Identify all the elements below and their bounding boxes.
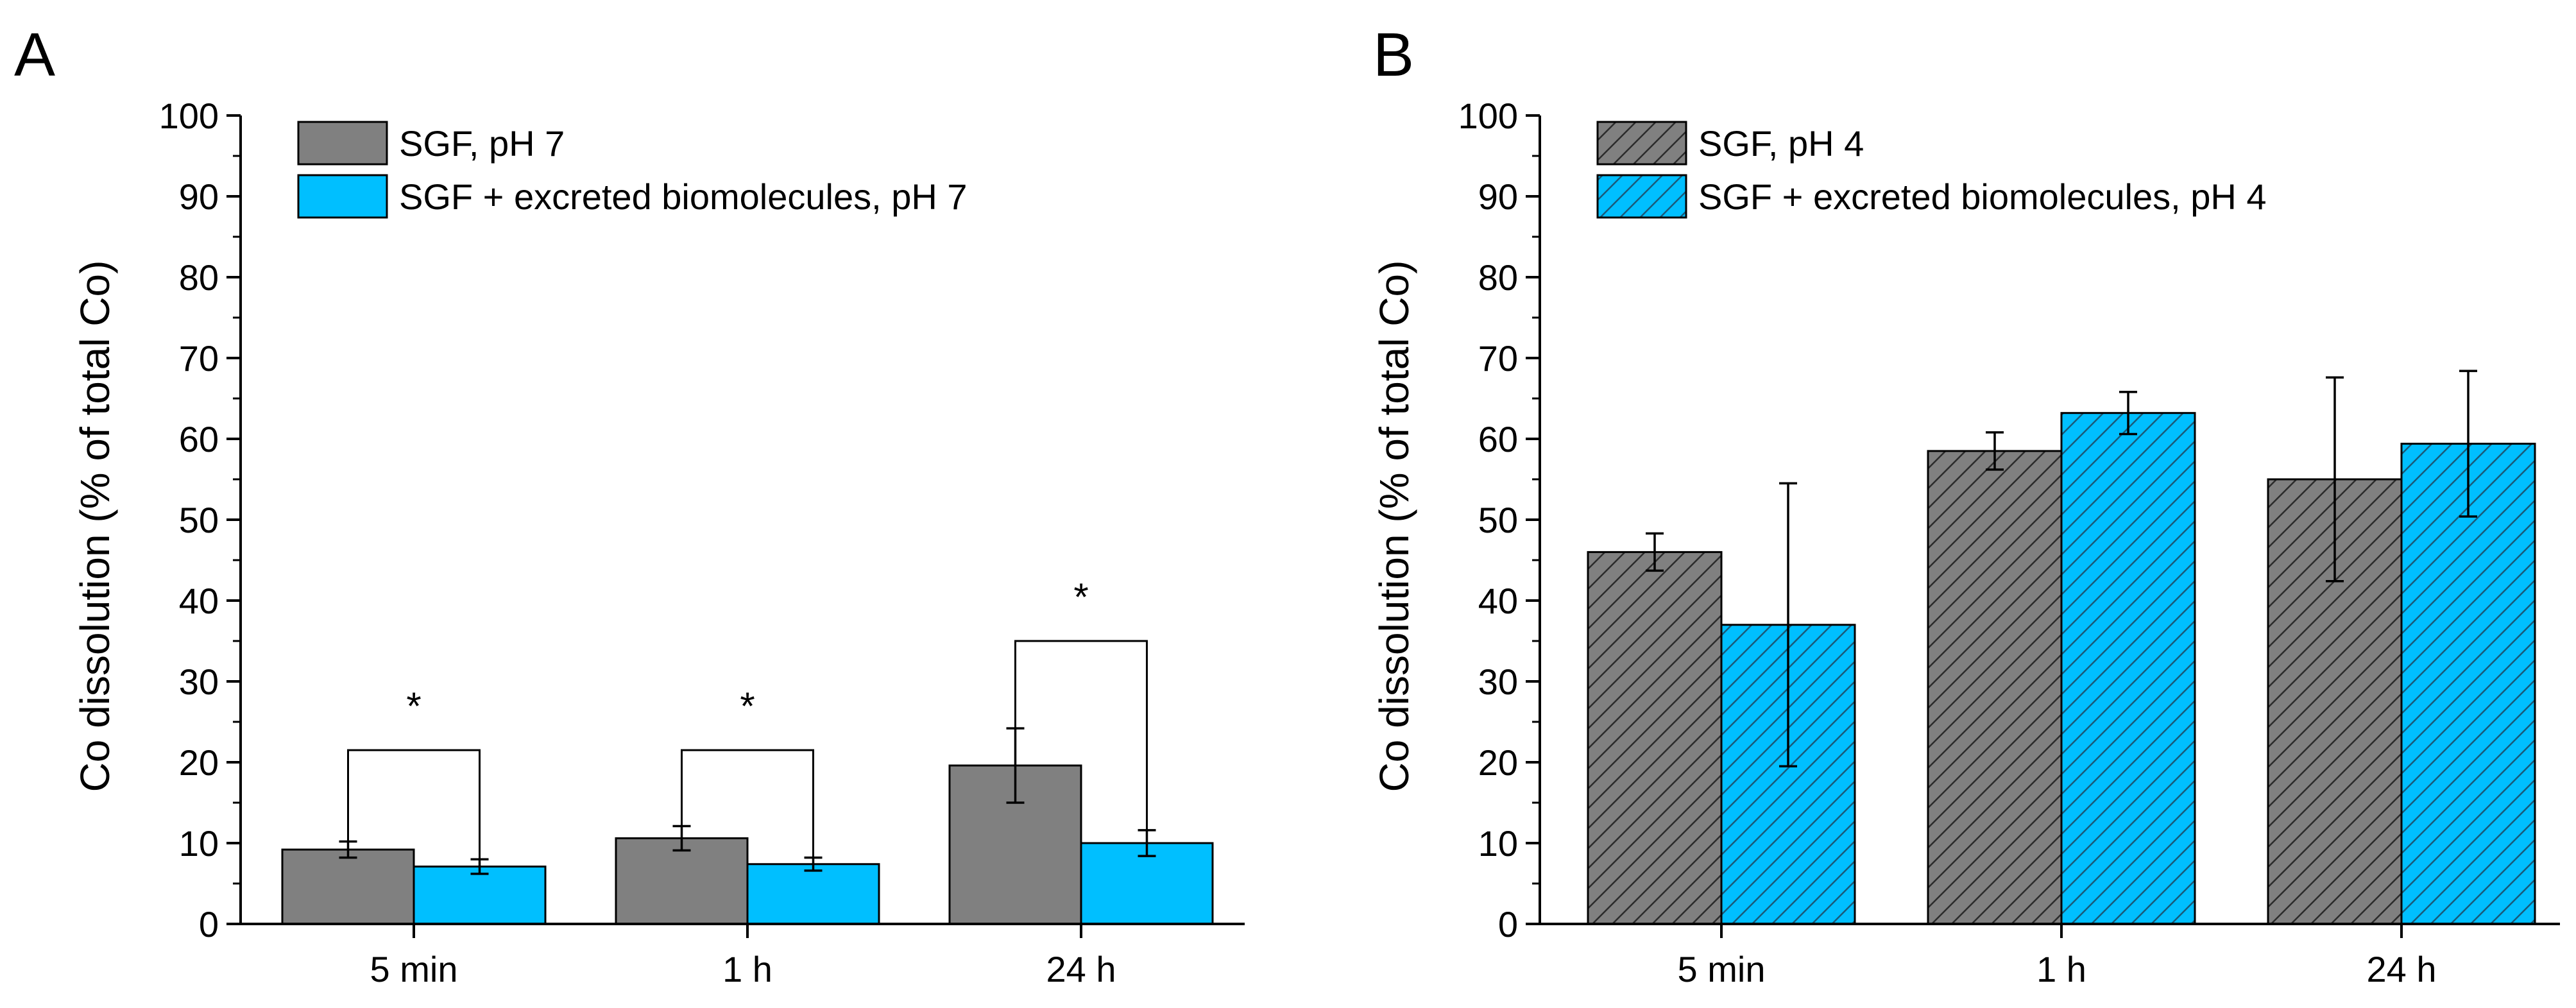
legend-entry-a-1: SGF + excreted biomolecules, pH 7 bbox=[297, 174, 968, 219]
error-bar-b-2-0 bbox=[2326, 376, 2344, 583]
y-tick-label: 90 bbox=[1478, 176, 1518, 217]
legend-a: SGF, pH 7 SGF + excreted biomolecules, p… bbox=[297, 121, 968, 219]
y-tick-label: 60 bbox=[1478, 419, 1518, 459]
bar-a-0-0 bbox=[281, 848, 415, 925]
significance-bracket-line bbox=[1014, 640, 1148, 830]
legend-label-a-0: SGF, pH 7 bbox=[399, 123, 565, 164]
y-axis-title-a: Co dissolution (% of total Co) bbox=[72, 261, 118, 792]
legend-entry-b-0: SGF, pH 4 bbox=[1596, 121, 1864, 166]
y-tick-label: 80 bbox=[1478, 257, 1518, 298]
y-tick-label: 10 bbox=[1478, 823, 1518, 864]
panel-label-b: B bbox=[1373, 21, 1414, 89]
error-bars-b bbox=[1646, 370, 2477, 768]
legend-swatch-b-1 bbox=[1596, 174, 1687, 219]
x-ticks-a: 5 min 1 h 24 h bbox=[370, 924, 1116, 989]
error-bar-b-1-0 bbox=[1986, 431, 2004, 471]
significance-brackets-a: * * * bbox=[347, 576, 1148, 860]
error-bar-b-0-1 bbox=[1779, 482, 1797, 768]
chart-panel-a: A Co dissolution (% of total Co) * * * 0 10… bbox=[14, 21, 1245, 989]
significance-bracket-a-2: * bbox=[1014, 576, 1148, 830]
y-tick-label: 80 bbox=[179, 257, 219, 298]
error-bar-b-1-1 bbox=[2119, 391, 2137, 436]
x-tick-label: 1 h bbox=[2036, 949, 2086, 989]
bar-b-1-1 bbox=[2060, 412, 2196, 925]
y-ticks-a: 0 10 20 30 40 50 60 70 80 90 100 bbox=[159, 96, 241, 944]
y-tick-label: 100 bbox=[1458, 96, 1518, 136]
legend-b: SGF, pH 4 SGF + excreted biomolecules, p… bbox=[1596, 121, 2267, 219]
y-tick-label: 70 bbox=[1478, 338, 1518, 379]
bar-b-1-0 bbox=[1927, 450, 2063, 925]
legend-entry-b-1: SGF + excreted biomolecules, pH 4 bbox=[1596, 174, 2267, 219]
legend-label-b-0: SGF, pH 4 bbox=[1698, 123, 1864, 164]
y-tick-label: 30 bbox=[1478, 662, 1518, 702]
legend-swatch-a-0 bbox=[297, 121, 388, 166]
panel-label-a: A bbox=[14, 21, 55, 89]
x-tick-label: 24 h bbox=[1046, 949, 1116, 989]
bars-b bbox=[1587, 412, 2536, 925]
bars-a bbox=[281, 764, 1214, 925]
y-tick-label: 90 bbox=[179, 176, 219, 217]
y-tick-label: 10 bbox=[179, 823, 219, 864]
significance-star: * bbox=[740, 685, 755, 728]
legend-entry-a-0: SGF, pH 7 bbox=[297, 121, 565, 166]
x-tick-label: 5 min bbox=[1678, 949, 1766, 989]
y-tick-label: 50 bbox=[1478, 500, 1518, 540]
y-tick-label: 0 bbox=[1498, 904, 1518, 944]
legend-swatch-a-1 bbox=[297, 174, 388, 219]
bar-a-1-1 bbox=[746, 863, 880, 925]
y-ticks-b: 0 10 20 30 40 50 60 70 80 90 100 bbox=[1458, 96, 1540, 944]
x-tick-label: 24 h bbox=[2367, 949, 2437, 989]
bar-b-0-0 bbox=[1587, 551, 1723, 925]
y-tick-label: 50 bbox=[179, 500, 219, 540]
error-bar-b-0-0 bbox=[1646, 532, 1664, 572]
y-tick-label: 60 bbox=[179, 419, 219, 459]
significance-bracket-a-1: * bbox=[681, 685, 814, 858]
chart-panel-b: B Co dissolution (% of total Co) 0 10 20 30… bbox=[1371, 21, 2560, 989]
y-tick-label: 0 bbox=[199, 904, 219, 944]
significance-star: * bbox=[406, 685, 421, 728]
significance-bracket-line bbox=[681, 749, 814, 858]
significance-bracket-line bbox=[347, 749, 481, 860]
axes-a bbox=[239, 115, 1245, 925]
legend-label-a-1: SGF + excreted biomolecules, pH 7 bbox=[399, 176, 968, 217]
y-tick-label: 40 bbox=[179, 581, 219, 621]
y-tick-label: 100 bbox=[159, 96, 219, 136]
y-tick-label: 70 bbox=[179, 338, 219, 379]
y-tick-label: 20 bbox=[179, 742, 219, 783]
significance-star: * bbox=[1073, 576, 1088, 619]
x-tick-label: 1 h bbox=[722, 949, 772, 989]
significance-bracket-a-0: * bbox=[347, 685, 481, 860]
bar-a-0-1 bbox=[413, 866, 547, 925]
bar-a-1-0 bbox=[615, 837, 749, 925]
y-axis-title-b: Co dissolution (% of total Co) bbox=[1371, 261, 1417, 792]
error-bar-b-2-1 bbox=[2459, 370, 2477, 518]
y-tick-label: 20 bbox=[1478, 742, 1518, 783]
x-ticks-b: 5 min 1 h 24 h bbox=[1678, 924, 2437, 989]
bar-b-2-1 bbox=[2400, 443, 2536, 925]
y-tick-label: 40 bbox=[1478, 581, 1518, 621]
legend-swatch-b-0 bbox=[1596, 121, 1687, 166]
legend-label-b-1: SGF + excreted biomolecules, pH 4 bbox=[1698, 176, 2267, 217]
x-tick-label: 5 min bbox=[370, 949, 458, 989]
y-tick-label: 30 bbox=[179, 662, 219, 702]
